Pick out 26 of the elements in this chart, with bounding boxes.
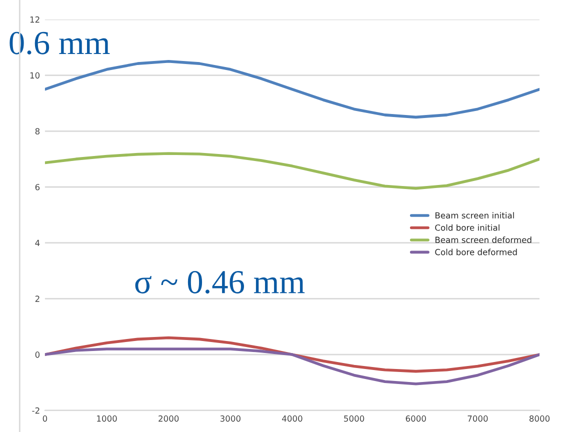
x-tick-label: 6000 [406,415,426,422]
x-tick-label: 5000 [344,415,364,422]
x-tick-label: 4000 [282,415,302,422]
annotation: 0.6 mm [10,32,110,54]
line-series [44,60,540,119]
x-tick-label: 8000 [529,415,550,422]
y-tick-label: 0 [35,352,40,358]
x-tick-label: 7000 [468,415,488,422]
y-tick-label: 4 [35,240,40,246]
line-series [44,152,540,190]
legend-label: Beam screen initial [436,212,514,219]
annotation: σ ~ 0.46 mm [135,270,305,294]
legend-label: Beam screen deformed [436,236,532,243]
y-tick-label: 12 [30,16,40,23]
legend-label: Cold bore deformed [435,248,517,256]
y-tick-label: 8 [35,128,40,134]
line-series [44,348,540,386]
x-tick-label: 1000 [97,415,117,422]
y-tick-label: 10 [30,72,40,79]
x-tick-label: 2000 [158,415,179,422]
legend-label: Cold bore initial [435,224,500,231]
x-tick-label: 3000 [220,415,240,422]
y-tick-label: 2 [35,296,40,302]
y-tick-label: 6 [35,184,40,190]
y-tick-label: -2 [32,407,40,414]
x-tick-label: 0 [42,415,48,422]
